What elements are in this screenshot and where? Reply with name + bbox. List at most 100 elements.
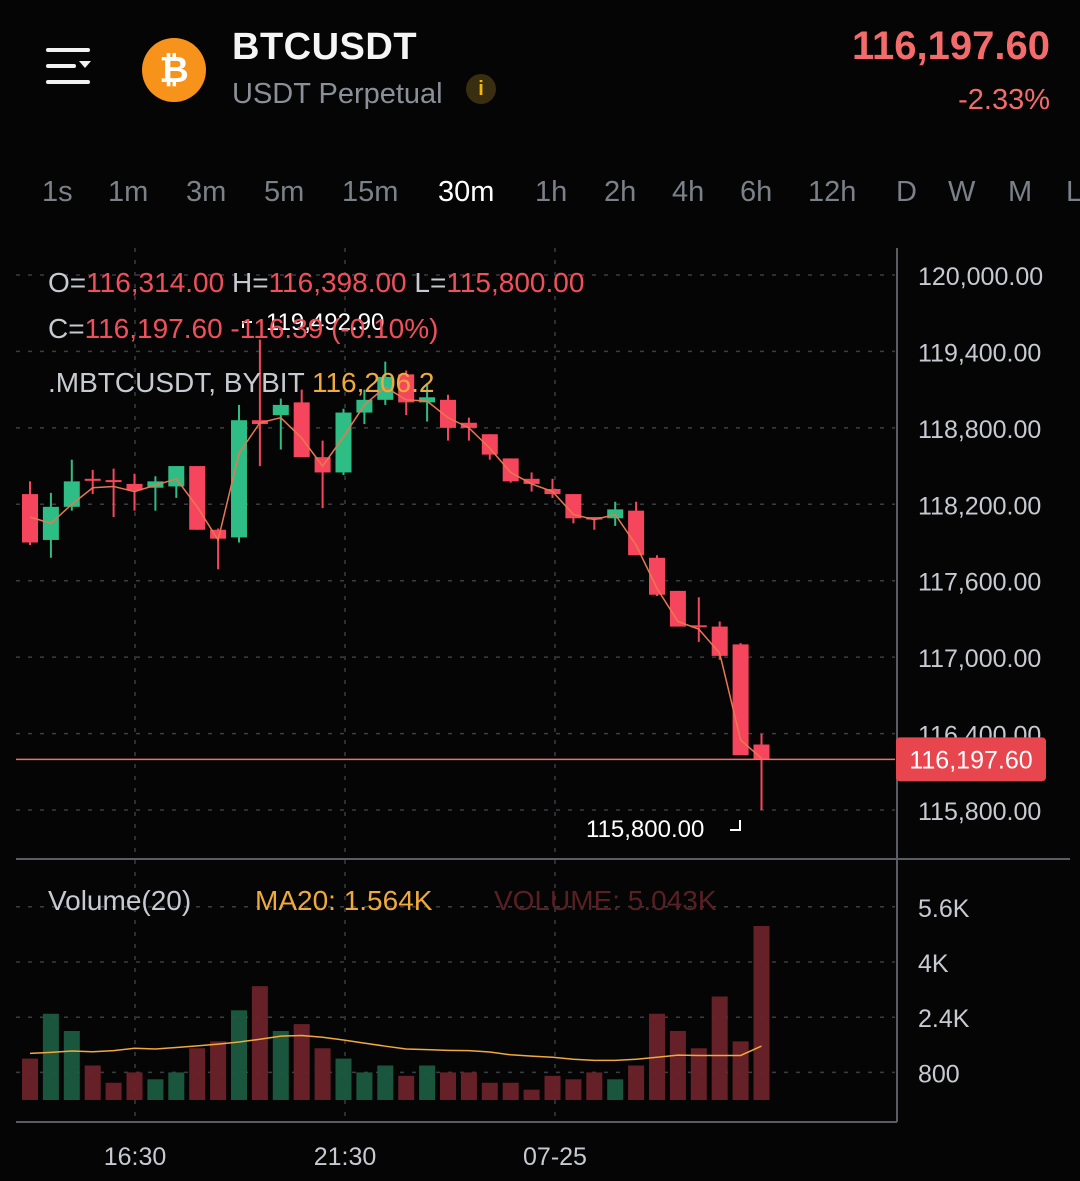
- price-tick-label: 118,200.00: [918, 492, 1041, 520]
- timeframe-tab-4h[interactable]: 4h: [672, 176, 705, 208]
- volume-bar: [126, 1072, 143, 1100]
- timeframe-tab-3m[interactable]: 3m: [186, 176, 227, 208]
- volume-bar: [147, 1079, 164, 1100]
- ohlc-legend-row2: C=116,197.60 -116.39 (-0.10%): [48, 313, 438, 344]
- timeframe-tab-2h[interactable]: 2h: [604, 176, 637, 208]
- high-mark-arrow: [242, 321, 252, 328]
- candle-body: [669, 590, 686, 627]
- price-tick-label: 117,000.00: [918, 645, 1041, 673]
- timeframe-tab-15m[interactable]: 15m: [342, 176, 399, 208]
- volume-bar: [460, 1072, 477, 1100]
- volume-bar: [711, 996, 728, 1100]
- volume-bar: [210, 1041, 227, 1100]
- volume-bar: [544, 1075, 561, 1100]
- candle-body: [210, 529, 227, 539]
- volume-bar: [586, 1072, 603, 1100]
- candle-body: [690, 625, 707, 628]
- candle-body: [63, 481, 80, 507]
- current-price-tag-label: 116,197.60: [909, 746, 1032, 774]
- menu-icon[interactable]: [46, 44, 92, 88]
- timeframe-tab-1m[interactable]: 1m: [108, 176, 149, 208]
- candle-body: [628, 510, 645, 556]
- candle-body: [377, 376, 394, 400]
- candle-body: [84, 478, 101, 481]
- timeframe-tab-1h[interactable]: 1h: [535, 176, 568, 208]
- volume-bar: [565, 1079, 582, 1100]
- time-tick-label: 16:30: [104, 1143, 167, 1171]
- bitcoin-icon: ₿: [142, 38, 206, 102]
- contract-type: USDT Perpetual: [232, 78, 443, 110]
- volume-tick-label: 2.4K: [918, 1005, 970, 1033]
- candle-body: [481, 434, 498, 455]
- volume-bar: [440, 1072, 456, 1100]
- volume-bar: [293, 1024, 310, 1100]
- volume-bar: [314, 1048, 331, 1100]
- volume-bar: [377, 1065, 394, 1100]
- volume-bar: [732, 1041, 749, 1100]
- volume-bar: [84, 1065, 101, 1100]
- current-price-tag: [896, 737, 1046, 782]
- timeframe-tab-L[interactable]: L: [1066, 176, 1080, 208]
- volume-bar: [607, 1079, 624, 1100]
- volume-bar: [189, 1048, 206, 1100]
- volume-bar: [168, 1072, 185, 1100]
- volume-bar: [523, 1089, 540, 1100]
- volume-bar: [63, 1031, 80, 1100]
- candle-body: [565, 494, 582, 519]
- high-mark-label: 119,492.90: [266, 309, 384, 336]
- timeframe-tab-5m[interactable]: 5m: [264, 176, 305, 208]
- candle-body: [168, 466, 185, 487]
- volume-value-label: VOLUME: 5.043K: [494, 885, 717, 916]
- candle-body: [231, 420, 247, 538]
- volume-panel-title: Volume(20): [48, 885, 191, 916]
- volume-bar: [42, 1013, 59, 1100]
- candle-body: [502, 458, 519, 482]
- volume-tick-label: 4K: [918, 950, 949, 978]
- volume-ma20-label: MA20: 1.564K: [255, 885, 433, 916]
- info-icon[interactable]: i: [466, 74, 496, 104]
- candle-body: [419, 397, 436, 403]
- ohlc-legend-row1: O=116,314.00 H=116,398.00 L=115,800.00: [48, 267, 584, 298]
- timeframe-tab-30m[interactable]: 30m: [438, 176, 495, 208]
- volume-bar: [398, 1075, 415, 1100]
- time-tick-label: 07-25: [523, 1143, 587, 1171]
- symbol-title[interactable]: BTCUSDT: [232, 26, 418, 68]
- timeframe-tab-12h[interactable]: 12h: [808, 176, 857, 208]
- candle-body: [440, 399, 456, 428]
- time-tick-label: 21:30: [314, 1143, 377, 1171]
- candle-body: [189, 466, 206, 530]
- candle-body: [272, 404, 289, 416]
- volume-ma20-line: [29, 1034, 762, 1062]
- volume-bar: [231, 1010, 247, 1100]
- volume-bar: [105, 1082, 122, 1100]
- candle-body: [711, 626, 728, 656]
- timeframe-tab-D[interactable]: D: [896, 176, 917, 208]
- price-tick-label: 119,400.00: [918, 339, 1041, 367]
- candle-body: [732, 644, 749, 756]
- candle-body: [105, 480, 122, 483]
- price-change-percent: -2.33%: [958, 84, 1050, 116]
- candle-body: [22, 494, 38, 543]
- volume-bar: [753, 926, 770, 1100]
- timeframe-tab-M[interactable]: M: [1008, 176, 1033, 208]
- indicator-legend: .MBTCUSDT, BYBIT 116,206.2: [48, 367, 434, 398]
- volume-bar: [356, 1072, 373, 1100]
- volume-tick-label: 800: [918, 1060, 960, 1088]
- volume-tick-label: 5.6K: [918, 895, 970, 923]
- candle-body: [126, 483, 143, 491]
- volume-bar: [22, 1058, 38, 1100]
- timeframe-selector: 1s 1m 3m 5m 15m 30m 1h 2h 4h 6h 12h D W M L: [0, 172, 1080, 216]
- candle-body: [335, 412, 352, 473]
- volume-bar: [272, 1031, 289, 1100]
- candle-body: [523, 478, 540, 484]
- candle-body: [649, 557, 665, 595]
- candle-body: [293, 402, 310, 458]
- low-mark-arrow: [730, 820, 741, 831]
- timeframe-tab-1s[interactable]: 1s: [42, 176, 73, 208]
- volume-bar: [690, 1048, 707, 1100]
- timeframe-tab-W[interactable]: W: [948, 176, 976, 208]
- timeframe-tab-6h[interactable]: 6h: [740, 176, 773, 208]
- volume-bar: [481, 1082, 498, 1100]
- price-tick-label: 117,600.00: [918, 569, 1041, 597]
